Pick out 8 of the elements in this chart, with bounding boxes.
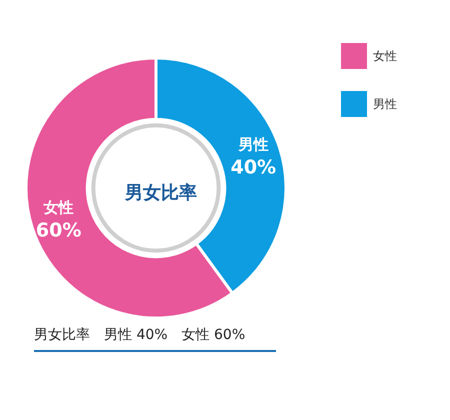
slice-label: 男性 — [237, 135, 268, 154]
slice-label: 女性 — [42, 198, 74, 217]
text: 男女比率 — [124, 182, 197, 204]
legend-label: 男性 — [373, 97, 397, 111]
data-label: 60% — [36, 220, 82, 242]
legend-label: 女性 — [373, 49, 397, 63]
text: 男女比率 男性 40% 女性 60% — [34, 326, 276, 352]
data-label: 40% — [230, 156, 276, 178]
